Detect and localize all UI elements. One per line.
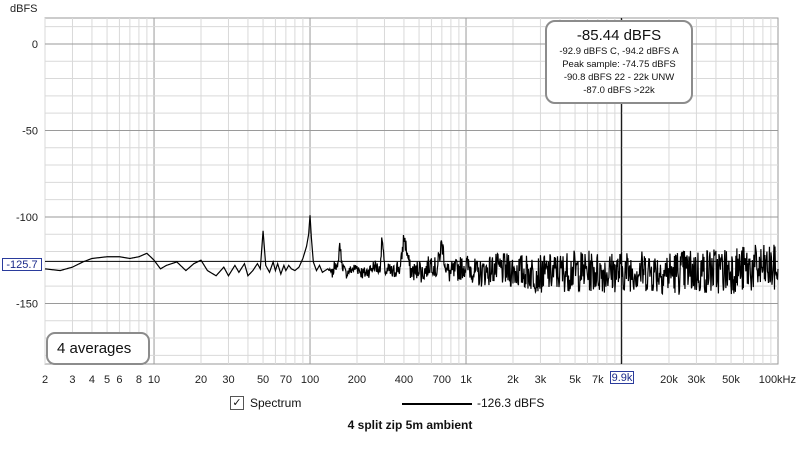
- x-tick-label: 4: [89, 374, 95, 386]
- x-tick-label: 3: [69, 374, 75, 386]
- overall-level: -85.44 dBFS: [576, 27, 662, 44]
- y-tick-labels: 0 -50 -100 -150: [16, 39, 38, 311]
- x-tick-label: 70: [280, 374, 292, 386]
- x-tick-label: 10: [148, 374, 160, 386]
- spectrum-checkbox[interactable]: ✓: [230, 396, 244, 410]
- x-tick-label: 3k: [535, 374, 547, 386]
- weighted-levels: -92.9 dBFS C, -94.2 dBFS A: [559, 46, 679, 57]
- grid: [44, 18, 779, 364]
- x-tick-label: 50: [257, 374, 269, 386]
- y-cursor-readout: -125.7: [2, 258, 42, 271]
- x-tick-label: 20k: [660, 374, 678, 386]
- spectrum-trace: [44, 215, 779, 296]
- spectrum-series-line: [44, 215, 779, 296]
- x-tick-label: 30: [222, 374, 234, 386]
- x-tick-label: 6: [116, 374, 122, 386]
- legend-line-swatch: [402, 403, 472, 405]
- x-tick-label: 2k: [507, 374, 519, 386]
- y-tick-label: -150: [16, 298, 38, 310]
- averages-indicator: 4 averages: [46, 332, 150, 365]
- x-tick-label: 30k: [688, 374, 706, 386]
- x-tick-label: 400: [395, 374, 413, 386]
- x-cursor-readout: 9.9k: [610, 371, 634, 384]
- x-tick-label: 2: [42, 374, 48, 386]
- x-tick-label: 200: [348, 374, 366, 386]
- x-tick-label: 7k: [592, 374, 604, 386]
- above-22k-level: -87.0 dBFS >22k: [583, 85, 655, 96]
- x-tick-label: 100kHz: [759, 374, 796, 386]
- x-tick-label: 1k: [460, 374, 472, 386]
- unweighted-level: -90.8 dBFS 22 - 22k UNW: [563, 72, 675, 83]
- legend-series-value: -126.3 dBFS: [477, 396, 545, 410]
- x-tick-label: 8: [136, 374, 142, 386]
- y-tick-label: -100: [16, 212, 38, 224]
- x-tick-labels: 2 3 4 5 6 8 10 20 30 50 70 100 200 400 700 1k 2k 3k 5k 7k 20…: [42, 374, 796, 386]
- chart-title: 4 split zip 5m ambient: [347, 418, 473, 432]
- x-tick-label: 100: [301, 374, 319, 386]
- y-tick-label: 0: [32, 39, 38, 51]
- peak-sample: Peak sample: -74.75 dBFS: [562, 59, 676, 70]
- legend-series-name: Spectrum: [250, 396, 302, 410]
- y-axis-unit: dBFS: [10, 3, 38, 15]
- x-tick-label: 50k: [722, 374, 740, 386]
- x-tick-label: 700: [433, 374, 451, 386]
- x-tick-label: 5k: [569, 374, 581, 386]
- x-tick-label: 5: [104, 374, 110, 386]
- level-info-box: -85.44 dBFS -92.9 dBFS C, -94.2 dBFS A P…: [545, 20, 693, 104]
- y-tick-label: -50: [22, 125, 38, 137]
- x-tick-label: 20: [195, 374, 207, 386]
